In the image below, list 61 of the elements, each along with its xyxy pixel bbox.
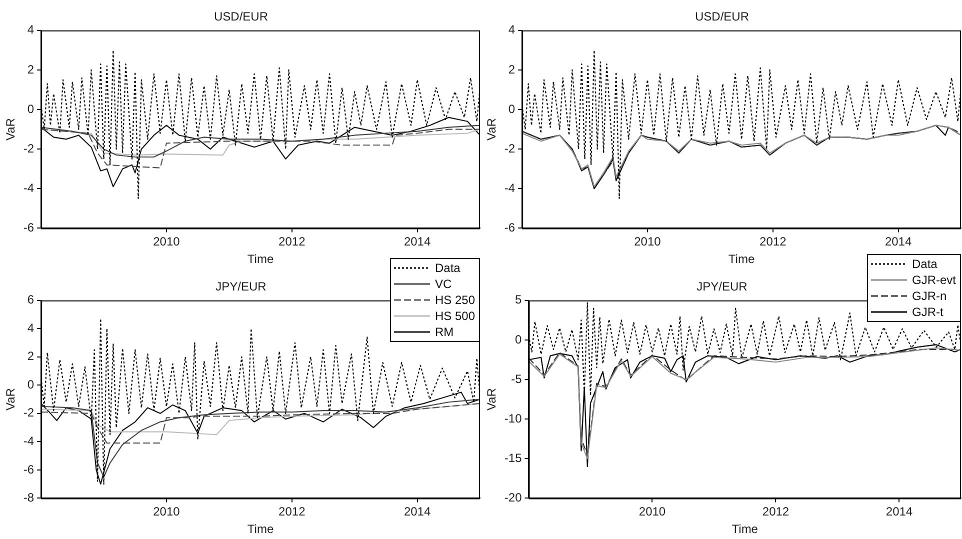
y-tick-label: 4	[27, 320, 34, 335]
x-axis-title: Time	[247, 522, 274, 536]
y-tick-label: -6	[23, 462, 34, 476]
legend-label: GJR-evt	[912, 272, 956, 287]
legend-label: GJR-n	[912, 288, 947, 303]
y-tick-label: -10	[504, 411, 522, 426]
x-tick-label: 2012	[278, 234, 306, 249]
y-tick-label: -20	[504, 490, 522, 505]
y-tick-label: -2	[23, 406, 34, 420]
y-tick-label: 4	[27, 22, 34, 37]
y-tick-label: -4	[23, 434, 34, 448]
legend-label: RM	[435, 325, 454, 340]
line-series	[41, 128, 480, 168]
y-tick-label: 0	[27, 102, 34, 116]
y-tick-label: 2	[27, 62, 34, 76]
x-axis-title: Time	[728, 252, 755, 266]
chart-title: JPY/EUR	[216, 280, 267, 294]
x-tick-label: 2014	[404, 234, 431, 249]
y-tick-label: 6	[27, 292, 34, 307]
legend-label: VC	[435, 277, 452, 292]
x-tick-label: 2012	[762, 504, 790, 519]
y-tick-label: -5	[511, 372, 522, 386]
y-tick-label: -15	[504, 450, 522, 465]
y-tick-label: 0	[508, 102, 516, 116]
y-tick-label: -6	[504, 220, 516, 235]
y-tick-label: -6	[23, 220, 34, 235]
y-tick-label: -4	[23, 180, 34, 195]
legend-label: HS 500	[435, 309, 476, 324]
x-tick-label: 2010	[153, 234, 180, 249]
legend-label: GJR-t	[912, 304, 944, 319]
y-axis-title: VaR	[4, 118, 18, 141]
y-tick-label: -2	[23, 141, 34, 156]
chart-title: USD/EUR	[214, 10, 268, 24]
x-tick-label: 2010	[634, 234, 662, 249]
y-axis-title: VaR	[484, 118, 499, 141]
x-axis-title: Time	[732, 522, 758, 536]
y-tick-label: 0	[515, 332, 522, 346]
x-tick-label: 2014	[404, 504, 431, 519]
y-tick-label: 5	[515, 292, 522, 307]
x-tick-label: 2012	[278, 504, 306, 519]
legend-label: HS 250	[435, 293, 476, 308]
y-tick-label: -4	[504, 180, 516, 195]
y-tick-label: 0	[27, 377, 34, 392]
chart-title: USD/EUR	[694, 10, 750, 24]
x-tick-label: 2010	[153, 504, 180, 519]
x-tick-label: 2010	[638, 504, 666, 519]
y-tick-label: 2	[508, 62, 516, 76]
legend-label: Data	[435, 261, 460, 276]
chart-title: JPY/EUR	[696, 280, 748, 294]
legend-label: Data	[912, 256, 938, 271]
y-tick-label: -2	[504, 141, 516, 156]
y-tick-label: 2	[27, 349, 34, 364]
y-axis-title: VaR	[484, 388, 499, 411]
y-tick-label: -8	[23, 490, 34, 505]
x-tick-label: 2014	[884, 234, 912, 249]
x-tick-label: 2012	[760, 234, 787, 249]
x-tick-label: 2014	[886, 504, 913, 519]
y-axis-title: VaR	[4, 388, 18, 411]
x-axis-title: Time	[247, 252, 274, 266]
line-series	[41, 402, 480, 444]
y-tick-label: 4	[508, 22, 516, 37]
